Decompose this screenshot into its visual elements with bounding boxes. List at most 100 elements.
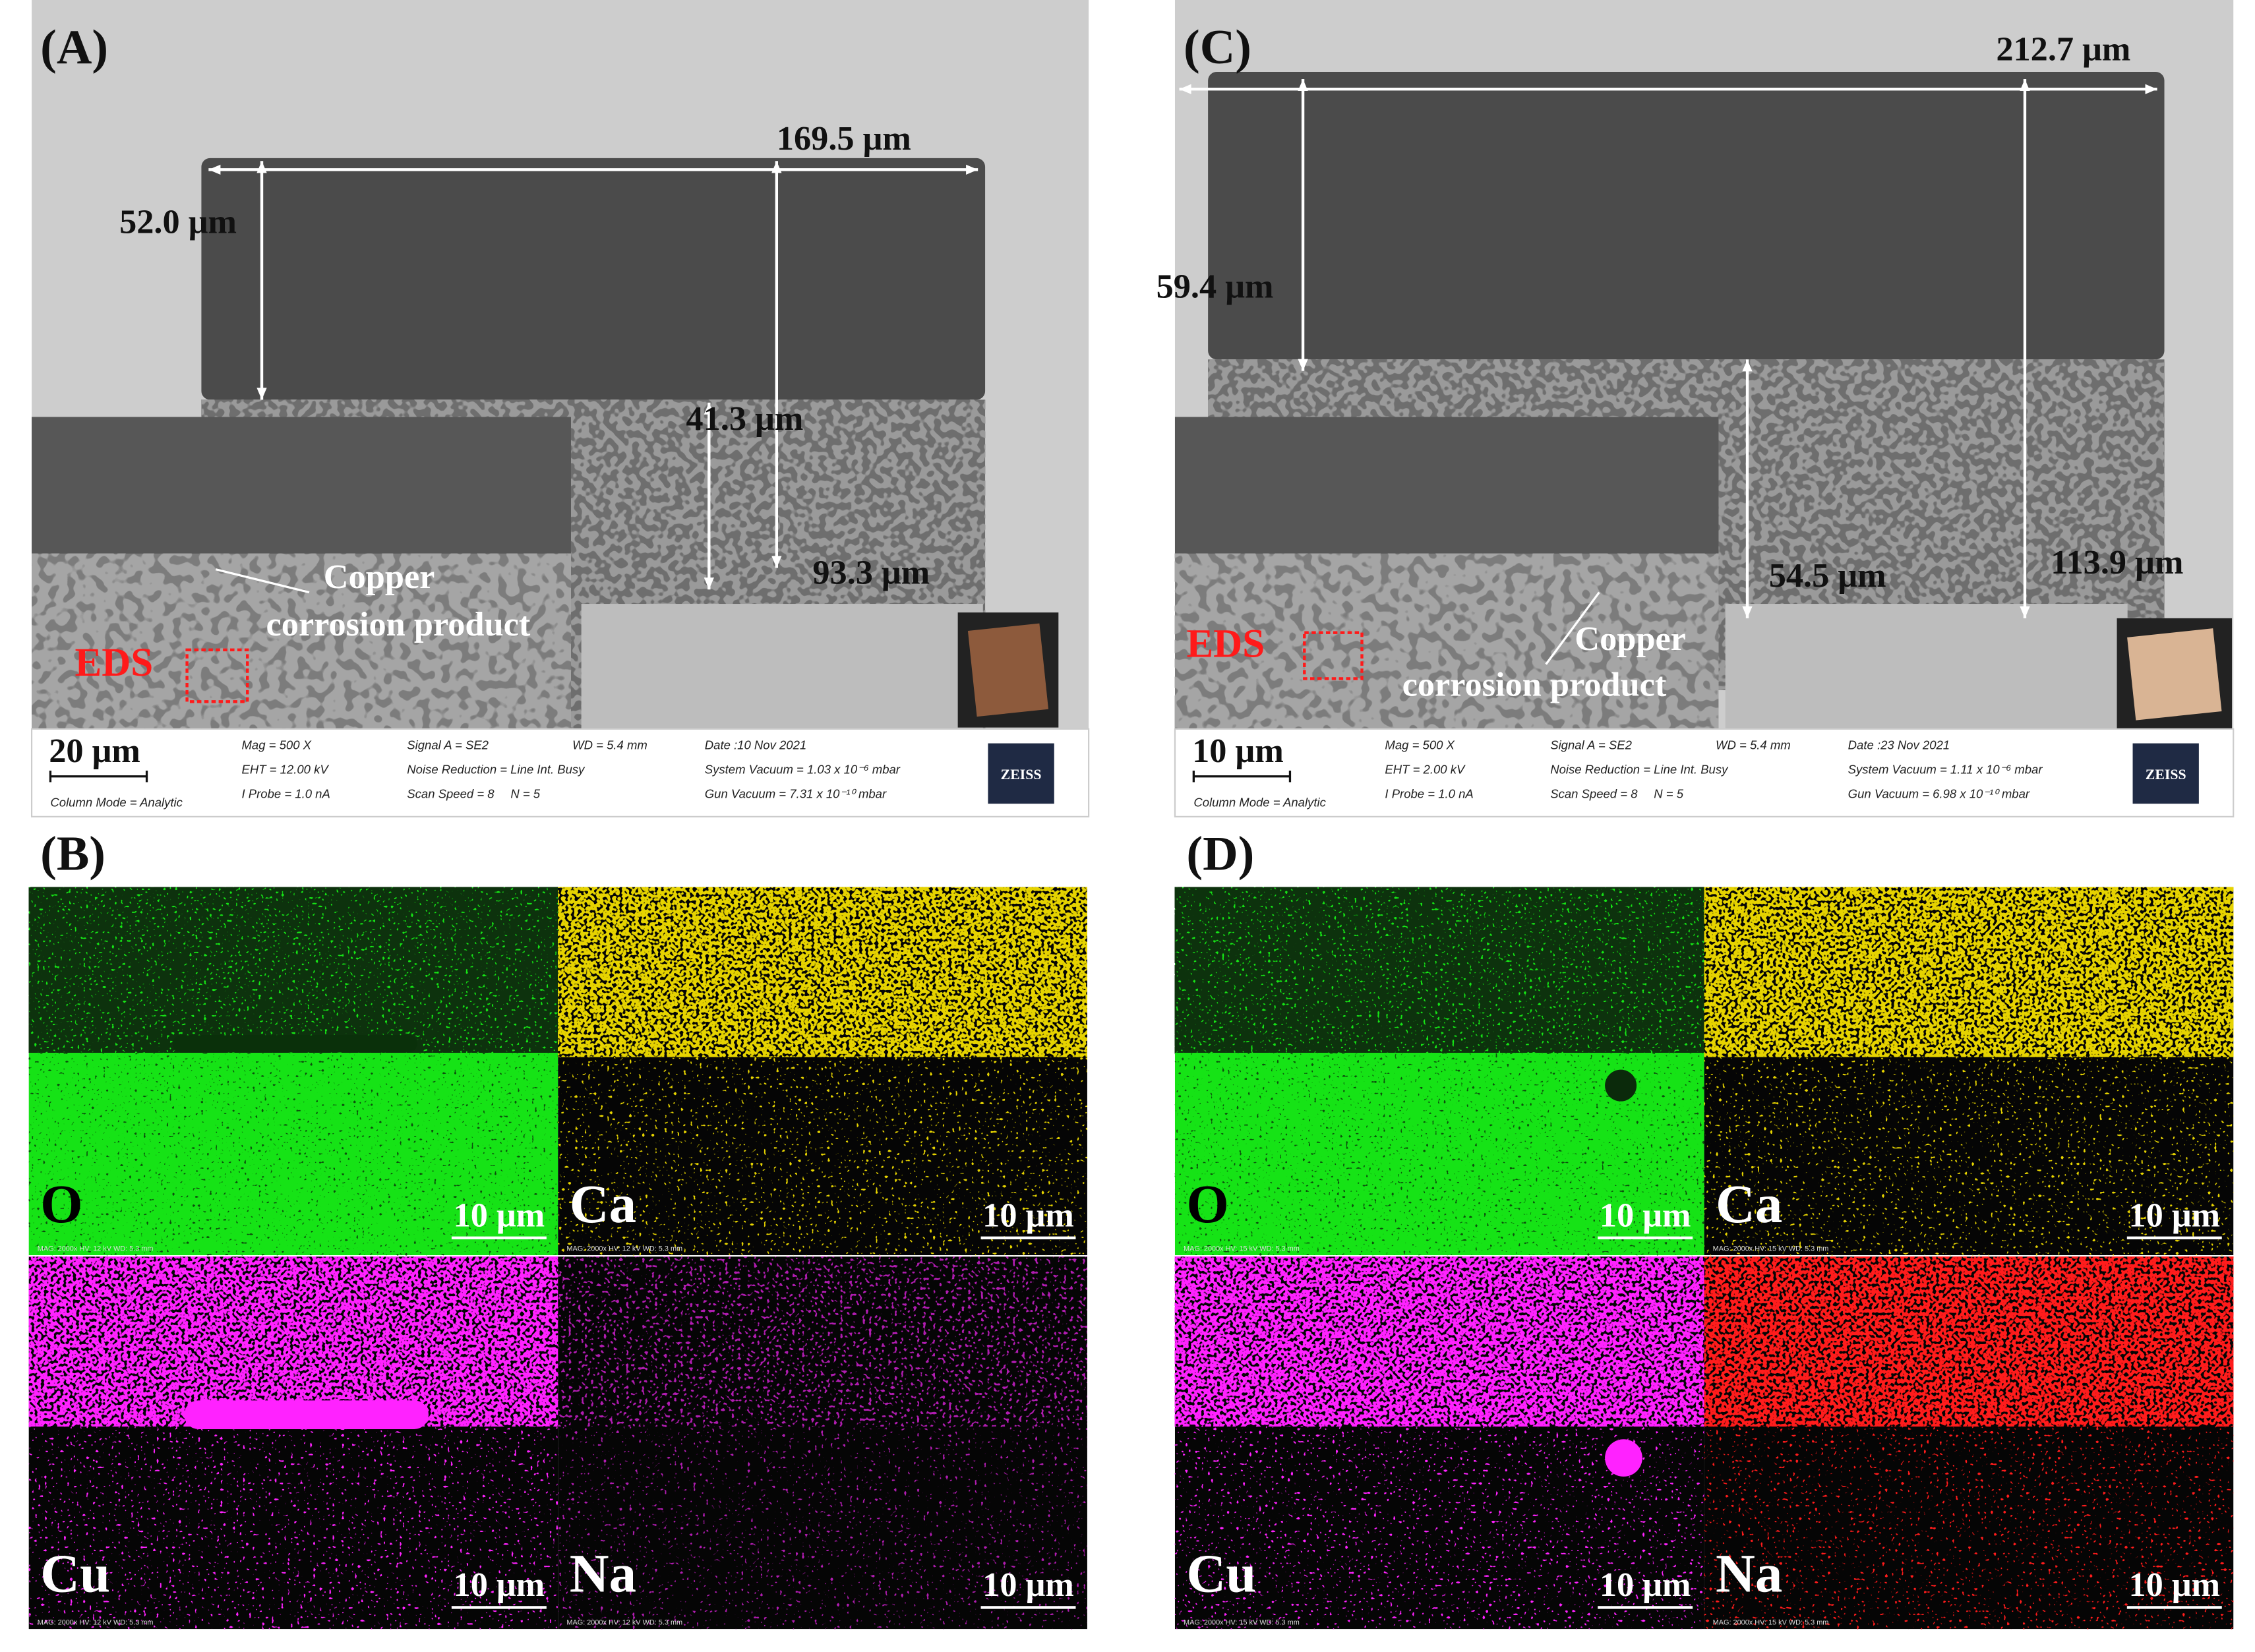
info-text: Column Mode = Analytic (1193, 796, 1326, 810)
scale-bar-label: 10 μm (1192, 732, 1284, 770)
map-speckle (28, 1426, 558, 1630)
info-text: Signal A = SE2 (407, 738, 489, 752)
map-footer: MAG: 2000x HV: 12 kV WD: 5.3 mm (566, 1245, 682, 1253)
map-footer: MAG: 2000x HV: 15 kV WD: 5.3 mm (1713, 1245, 1829, 1253)
scale-bar-label: 10 μm (2128, 1566, 2220, 1604)
map-speckle (1174, 1256, 1704, 1427)
eds-region (1303, 631, 1364, 680)
info-text: Date :23 Nov 2021 (1848, 738, 1950, 752)
sem-base (581, 604, 983, 729)
map-speckle (28, 1052, 558, 1256)
map-feature (1605, 1069, 1637, 1102)
element-label: Ca (570, 1173, 636, 1234)
map-footer: MAG: 2000x HV: 12 kV WD: 5.3 mm (38, 1245, 154, 1253)
annotation-arrow (1545, 591, 1600, 665)
info-text: System Vacuum = 1.11 x 10⁻⁶ mbar (1848, 762, 2043, 776)
info-text: EHT = 2.00 kV (1385, 762, 1466, 776)
info-text: N = 5 (1654, 786, 1683, 800)
info-text: Column Mode = Analytic (50, 796, 183, 810)
info-text: WD = 5.4 mm (1716, 738, 1791, 752)
info-text: I Probe = 1.0 nA (1385, 786, 1473, 800)
arrow-head (704, 402, 714, 415)
element-label: Cu (40, 1543, 110, 1603)
arrow-head (1298, 78, 1308, 92)
map-speckle (1704, 887, 2234, 1057)
arrow-head (256, 161, 267, 173)
eds-label: EDS (1186, 622, 1265, 666)
info-bar (30, 728, 1090, 817)
sample-photo (967, 623, 1049, 717)
map-footer: MAG: 2000x HV: 12 kV WD: 5.3 mm (566, 1619, 682, 1627)
panel-label: (B) (40, 827, 105, 881)
map-feature (184, 1400, 429, 1429)
element-label: Na (570, 1543, 636, 1603)
map-speckle (558, 887, 1087, 1057)
scale-bar-label: 10 μm (982, 1566, 1074, 1604)
info-text: N = 5 (510, 786, 540, 800)
scale-bar-label: 10 μm (1600, 1566, 1691, 1604)
info-text: Mag = 500 X (241, 738, 311, 752)
element-label: Cu (1186, 1543, 1256, 1603)
map-speckle (1704, 1426, 2234, 1630)
info-text: Mag = 500 X (1385, 738, 1455, 752)
map-speckle (1704, 1256, 2234, 1427)
map-feature (1605, 1439, 1642, 1477)
scale-bar-label: 10 μm (2128, 1196, 2220, 1234)
brand-logo (988, 743, 1054, 804)
annotation-text: corrosion product (1402, 666, 1667, 704)
map-speckle (28, 1256, 558, 1427)
brand-text: ZEISS (1001, 767, 1042, 782)
brand-logo (2132, 743, 2199, 804)
measurement-label: 52.0 μm (119, 202, 237, 241)
info-text: I Probe = 1.0 nA (241, 786, 330, 800)
arrow-head (2145, 84, 2157, 94)
measurement-label: 41.3 μm (686, 399, 803, 438)
inset-top (1174, 417, 1719, 554)
map-footer: MAG: 2000x HV: 15 kV WD: 5.3 mm (1184, 1619, 1300, 1627)
element-label: O (40, 1173, 82, 1234)
measurement-label: 54.5 μm (1769, 556, 1886, 595)
info-text: Scan Speed = 8 (1550, 786, 1638, 800)
panel-label: (D) (1186, 827, 1254, 881)
info-text: Date :10 Nov 2021 (705, 738, 806, 752)
sample-photo (2127, 628, 2222, 721)
element-label: Na (1716, 1543, 1782, 1603)
arrow-head (704, 577, 714, 590)
arrow-head (2020, 78, 2030, 92)
brand-text: ZEISS (2146, 767, 2186, 782)
arrow-head (256, 388, 267, 400)
element-label: Ca (1716, 1173, 1782, 1234)
map-footer: MAG: 2000x HV: 15 kV WD: 5.3 mm (1713, 1619, 1829, 1627)
info-text: Signal A = SE2 (1550, 738, 1632, 752)
sem-base (1725, 604, 2128, 729)
measurement-label: 93.3 μm (812, 553, 930, 591)
annotation-text: Copper (1575, 620, 1686, 658)
info-text: Gun Vacuum = 7.31 x 10⁻¹⁰ mbar (705, 786, 887, 800)
arrow-head (771, 556, 782, 568)
inset-texture (32, 553, 571, 729)
map-footer: MAG: 2000x HV: 12 kV WD: 5.3 mm (38, 1619, 154, 1627)
scale-bar-label: 10 μm (454, 1196, 545, 1234)
info-text: Noise Reduction = Line Int. Busy (1550, 762, 1729, 776)
arrow-head (1742, 606, 1753, 618)
arrow-head (1298, 359, 1308, 371)
scale-bar (1192, 771, 1292, 782)
eds-label: EDS (75, 641, 153, 685)
annotation-arrow (215, 568, 310, 594)
map-speckle (558, 1426, 1087, 1630)
measurement-label: 113.9 μm (2051, 543, 2183, 581)
scale-bar-label: 10 μm (454, 1566, 545, 1604)
map-footer: MAG: 2000x HV: 15 kV WD: 5.3 mm (1184, 1245, 1300, 1253)
panel-label: (A) (40, 20, 108, 74)
measurement-label: 59.4 μm (1157, 267, 1274, 305)
map-speckle (1174, 887, 1704, 1053)
info-text: Gun Vacuum = 6.98 x 10⁻¹⁰ mbar (1848, 786, 2030, 800)
arrow-head (966, 164, 978, 175)
measurement-label: 169.5 μm (777, 119, 911, 158)
arrow-head (208, 164, 221, 175)
scale-bar-label: 10 μm (982, 1196, 1074, 1234)
scale-bar-label: 20 μm (49, 732, 140, 770)
info-text: Noise Reduction = Line Int. Busy (407, 762, 586, 776)
info-text: EHT = 12.00 kV (241, 762, 329, 776)
